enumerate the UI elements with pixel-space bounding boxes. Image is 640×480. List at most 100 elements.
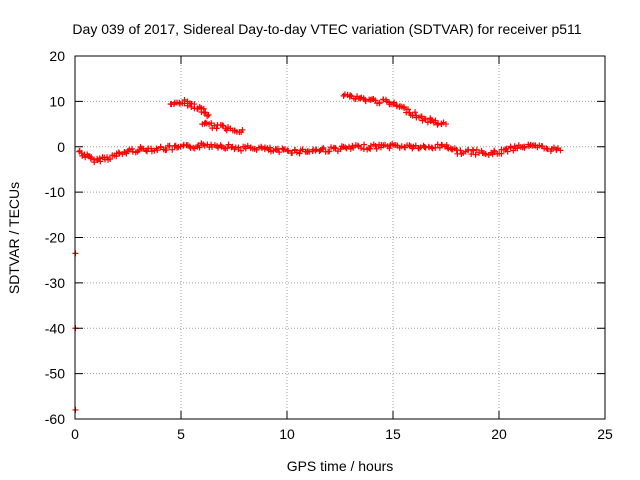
data-point [319,146,326,153]
data-point [224,145,231,152]
data-point [126,146,133,153]
data-point [372,142,379,149]
data-point [557,147,564,154]
data-point [342,144,349,151]
y-tick-label: -60 [45,411,65,427]
data-point [405,106,412,113]
y-tick-label: 10 [49,93,65,109]
data-point [386,145,393,152]
data-point [202,109,209,116]
data-point [238,147,245,154]
data-point [285,148,292,155]
data-point [169,146,176,153]
y-tick-label: -40 [45,320,65,336]
data-point [503,145,510,152]
data-point [482,151,489,158]
data-point [521,144,528,151]
data-point [239,126,246,133]
data-point [306,148,313,155]
x-tick-label: 25 [597,426,613,442]
data-point [157,143,164,150]
y-tick-label: 20 [49,48,65,64]
data-point [225,141,232,148]
data-point [424,119,431,126]
data-point [148,145,155,152]
x-tick-label: 10 [279,426,295,442]
data-point [213,125,220,132]
y-tick-label: -30 [45,275,65,291]
data-point [472,151,479,158]
data-point [235,144,242,151]
data-point [398,143,405,150]
data-point [223,127,230,134]
data-point [444,144,451,151]
data-point [129,145,136,152]
data-point [347,92,354,99]
data-point [543,145,550,152]
data-point [373,145,380,152]
data-point [320,144,327,151]
data-point [267,144,274,151]
data-point [316,148,323,155]
x-tick-label: 20 [491,426,507,442]
data-point [201,109,208,116]
data-point [174,144,181,151]
data-point [116,150,123,157]
data-point [326,148,333,155]
data-point [177,143,184,150]
y-axis-label: SDTVAR / TECUs [6,182,22,294]
axis-ticks [74,55,606,420]
data-point [362,98,369,105]
data-point [166,142,173,149]
data-point [276,149,283,156]
data-point [443,121,449,128]
y-tick-labels: -60 -50 -40 -30 -20 -10 0 10 20 [45,48,65,427]
y-tick-label: -20 [45,230,65,246]
data-point [358,145,365,152]
data-point [422,116,429,123]
data-point [504,148,511,155]
x-axis-label: GPS time / hours [287,458,394,474]
data-point [361,141,368,148]
data-point [181,100,188,107]
data-point [376,99,383,106]
data-point [382,141,389,148]
data-point [457,147,464,154]
data-point [284,147,291,154]
data-point [163,146,170,153]
data-point [154,147,161,154]
data-point [115,149,122,156]
y-tick-label: -50 [45,366,65,382]
data-point [258,145,265,152]
data-point [124,147,131,154]
data-point [468,151,475,158]
data-point [205,111,212,118]
data-point [412,109,419,116]
chart-title: Day 039 of 2017, Sidereal Day-to-day VTE… [72,21,581,37]
data-point [293,149,300,156]
x-tick-labels: 0 5 10 15 20 25 [71,426,613,442]
data-point [434,121,441,128]
data-point [401,104,408,111]
data-point [208,120,215,127]
y-tick-label: 0 [57,139,65,155]
x-tick-label: 5 [177,426,185,442]
data-point [367,145,374,152]
data-point [97,158,104,165]
x-tick-label: 0 [71,426,79,442]
data-point [432,117,439,124]
data-point [107,156,114,163]
data-point [215,144,222,151]
y-tick-label: -10 [45,184,65,200]
data-point [473,146,480,153]
data-points [72,91,564,413]
data-point [104,154,111,161]
x-tick-label: 15 [385,426,401,442]
data-point [296,150,303,157]
data-point [196,144,203,151]
data-point [491,147,498,154]
data-point [470,147,477,154]
data-point [514,145,521,152]
